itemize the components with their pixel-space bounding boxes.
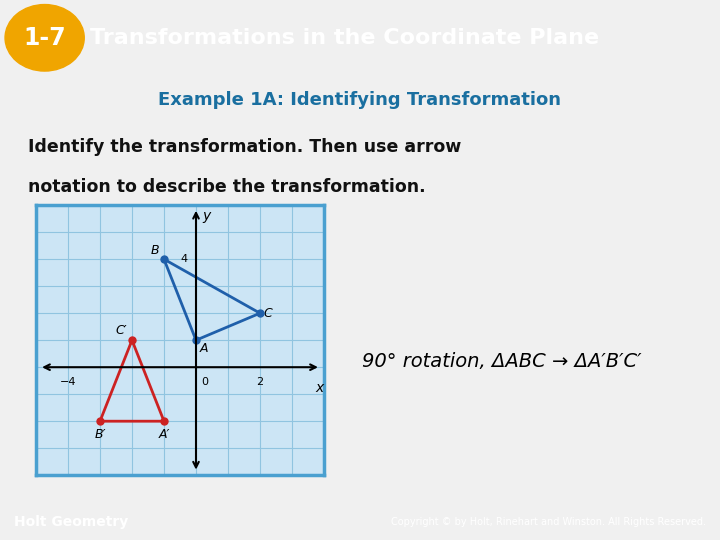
Text: C′: C′ <box>116 325 127 338</box>
Text: Transformations in the Coordinate Plane: Transformations in the Coordinate Plane <box>90 28 599 48</box>
Text: B′: B′ <box>94 428 106 441</box>
Text: A′: A′ <box>158 428 170 441</box>
Text: A: A <box>199 341 207 355</box>
Text: B: B <box>150 244 159 256</box>
Text: Copyright © by Holt, Rinehart and Winston. All Rights Reserved.: Copyright © by Holt, Rinehart and Winsto… <box>391 517 706 528</box>
Ellipse shape <box>5 4 84 71</box>
Text: C: C <box>264 307 273 320</box>
Text: Holt Geometry: Holt Geometry <box>14 516 129 529</box>
Text: notation to describe the transformation.: notation to describe the transformation. <box>28 178 426 197</box>
Text: 0: 0 <box>201 377 208 387</box>
Text: Example 1A: Identifying Transformation: Example 1A: Identifying Transformation <box>158 91 562 109</box>
Text: −4: −4 <box>60 377 76 387</box>
Text: x: x <box>315 381 323 395</box>
Text: Identify the transformation. Then use arrow: Identify the transformation. Then use ar… <box>28 138 462 156</box>
Text: 4: 4 <box>181 254 188 264</box>
Text: 2: 2 <box>256 377 264 387</box>
Text: 1-7: 1-7 <box>23 26 66 50</box>
Text: y: y <box>202 209 211 223</box>
Text: 90° rotation, ΔABC → ΔA′B′C′: 90° rotation, ΔABC → ΔA′B′C′ <box>361 352 642 372</box>
